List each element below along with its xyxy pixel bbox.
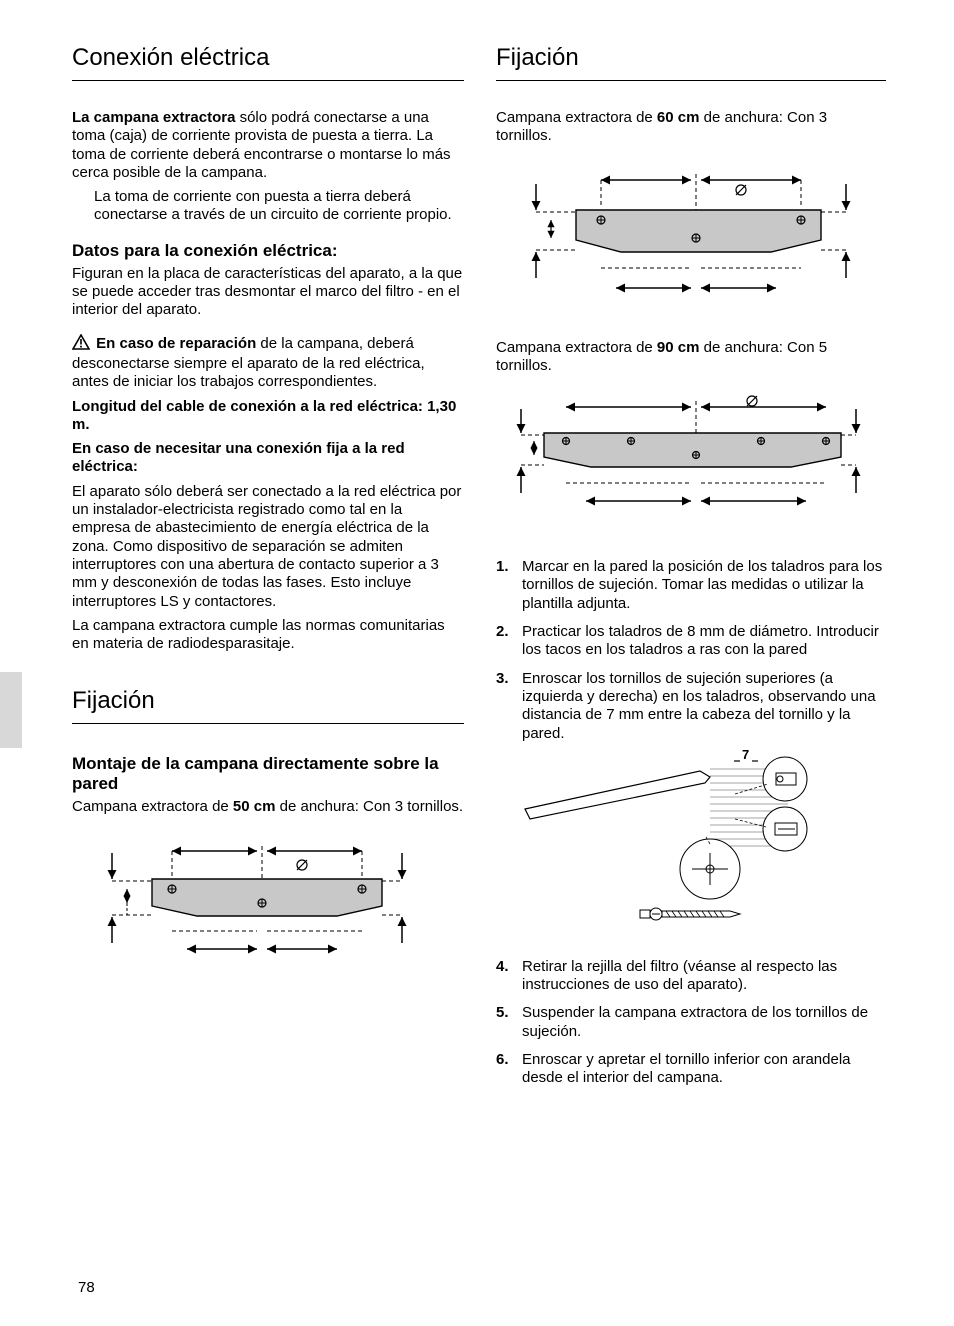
section-title-electrical: Conexión eléctrica [72, 44, 464, 81]
gap-label: 7 [742, 749, 749, 762]
subheading-wall-mount: Montaje de la campana directamente sobre… [72, 754, 464, 794]
step-3: Enroscar los tornillos de sujeción super… [496, 670, 886, 743]
left-column: Conexión eléctrica La campana extractora… [72, 44, 464, 1290]
para-warning-bold: En caso de reparación [96, 335, 256, 352]
subheading-data: Datos para la conexión eléctrica: [72, 241, 464, 261]
page-number: 78 [78, 1279, 95, 1296]
para-plate: Figuran en la placa de características d… [72, 265, 464, 320]
steps-list-continued: Retirar la rejilla del filtro (véanse al… [496, 958, 886, 1098]
para-intro: La campana extractora sólo podrá conecta… [72, 109, 464, 182]
para-emc: La campana extractora cumple las normas … [72, 617, 464, 654]
step-2: Practicar los taladros de 8 mm de diámet… [496, 623, 886, 660]
para-intro-bold: La campana extractora [72, 109, 235, 126]
diagram-screw-detail: 7 [520, 749, 886, 944]
diagram-bracket-50cm [72, 831, 464, 986]
section-title-fixing-left: Fijación [72, 687, 464, 724]
diagram-bracket-60cm [496, 160, 886, 325]
step-1: Marcar en la pared la posición de los ta… [496, 558, 886, 613]
para-60cm: Campana extractora de 60 cm de anchura: … [496, 109, 886, 146]
diagram-bracket-90cm [496, 389, 886, 544]
para-ground-circuit: La toma de corriente con puesta a tierra… [94, 188, 464, 225]
page-content: Conexión eléctrica La campana extractora… [72, 44, 882, 1290]
section-title-fixing-right: Fijación [496, 44, 886, 81]
step-4: Retirar la rejilla del filtro (véanse al… [496, 958, 886, 995]
step-5: Suspender la campana extractora de los t… [496, 1004, 886, 1041]
para-warning: En caso de reparación de la campana, deb… [72, 334, 464, 392]
para-50cm: Campana extractora de 50 cm de anchura: … [72, 798, 464, 816]
para-installer: El aparato sólo deberá ser conectado a l… [72, 483, 464, 611]
para-90cm: Campana extractora de 90 cm de anchura: … [496, 339, 886, 376]
side-tab [0, 672, 22, 748]
right-column: Fijación Campana extractora de 60 cm de … [496, 44, 886, 1290]
para-fixed-connection-heading: En caso de necesitar una conexión fija a… [72, 440, 464, 477]
warning-icon [72, 334, 90, 355]
steps-list: Marcar en la pared la posición de los ta… [496, 558, 886, 753]
para-cable-length: Longitud del cable de conexión a la red … [72, 398, 464, 435]
step-6: Enroscar y apretar el tornillo inferior … [496, 1051, 886, 1088]
